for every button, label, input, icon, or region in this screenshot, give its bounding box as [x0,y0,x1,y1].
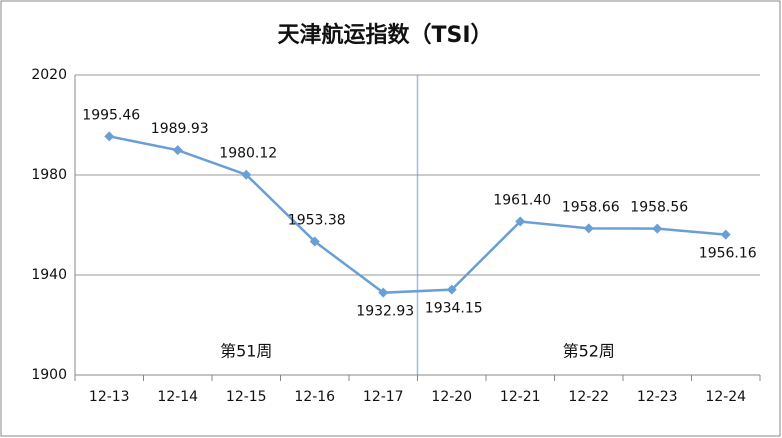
x-tick-label: 12-22 [568,389,609,405]
x-tick-label: 12-17 [363,389,404,405]
y-tick-label: 1900 [31,367,67,383]
annotation: 第52周 [563,342,615,361]
x-tick-label: 12-14 [157,389,198,405]
data-label: 1980.12 [219,146,277,162]
marker [104,131,115,142]
data-label: 1958.66 [562,199,620,215]
y-tick-label: 2020 [31,67,67,83]
x-tick-label: 12-15 [226,389,267,405]
marker [583,223,594,234]
x-tick-label: 12-23 [637,389,678,405]
marker [446,284,457,295]
marker [378,287,389,298]
x-tick-label: 12-21 [500,389,541,405]
y-tick-label: 1980 [31,167,67,183]
x-tick-label: 12-20 [431,389,472,405]
data-label: 1953.38 [288,213,346,229]
x-tick-label: 12-16 [294,389,335,405]
data-label: 1932.93 [356,304,414,320]
data-label: 1989.93 [151,121,209,137]
annotation: 第51周 [220,342,272,361]
data-label: 1956.16 [699,246,757,262]
marker [720,229,731,240]
y-tick-label: 1940 [31,267,67,283]
marker [652,223,663,234]
data-label: 1995.46 [82,107,140,123]
marker [241,169,252,180]
line [109,135,726,294]
chart-title: 天津航运指数（TSI） [277,22,492,48]
x-tick-label: 12-24 [705,389,746,405]
data-label: 1934.15 [425,301,483,317]
data-label: 1961.40 [493,193,551,209]
marker [309,236,320,247]
x-tick-label: 12-13 [89,389,130,405]
marker [172,145,183,156]
marker [515,216,526,227]
data-label: 1958.56 [630,200,688,216]
